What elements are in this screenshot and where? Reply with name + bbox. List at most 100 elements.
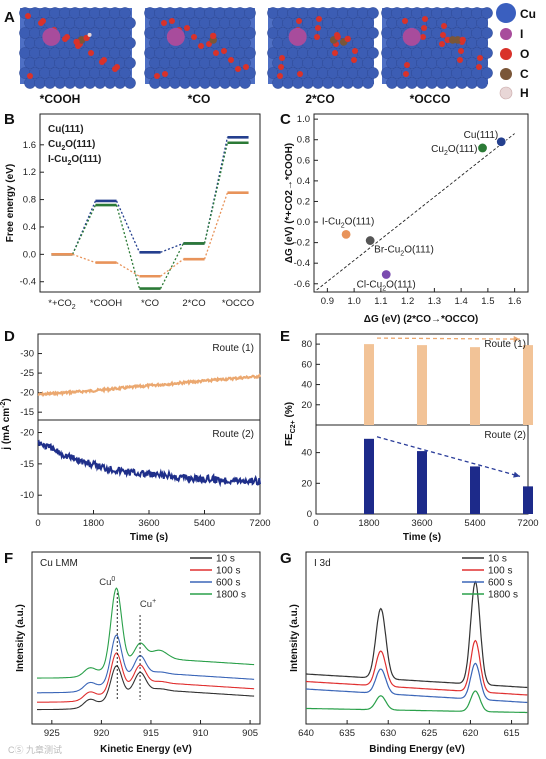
cu-atom: [461, 7, 473, 19]
cu-atom: [99, 67, 111, 79]
cu-atom: [24, 37, 36, 49]
cu-atom: [209, 17, 221, 29]
cu-atom: [109, 27, 121, 39]
y-axis-label-c: ΔG (eV) (*+CO2→*COOH): [284, 143, 295, 263]
cu-atom: [406, 17, 418, 29]
cu-atom: [229, 37, 241, 49]
cu-atom: [194, 47, 206, 59]
energy-connector: [203, 142, 229, 244]
cu-atom: [381, 7, 393, 19]
y-axis-label-b: Free energy (eV): [5, 164, 16, 242]
cu-atom: [381, 67, 393, 79]
cu-atom: [381, 27, 393, 39]
cu-atom: [426, 57, 438, 69]
cu-atom: [466, 77, 478, 89]
point-cu2o111: [477, 142, 488, 154]
o-atom: [221, 48, 227, 54]
cu-atom: [34, 77, 46, 89]
cu-atom: [239, 37, 251, 49]
cu-atom: [154, 27, 166, 39]
cu-atom: [74, 17, 86, 29]
cu-atom: [267, 27, 279, 39]
cu-atom: [436, 77, 448, 89]
legend-label-o: O: [520, 47, 529, 61]
spectrum-1800s: [306, 690, 528, 714]
i-atom: [42, 27, 61, 46]
cu-atom: [119, 27, 131, 39]
cu-atom: [401, 47, 413, 59]
x-tick-label-f: 925: [44, 728, 60, 739]
cu-atom: [104, 77, 116, 89]
cu-atom: [159, 57, 171, 69]
x-tick-label-f: 920: [93, 728, 109, 739]
energy-connector: [159, 243, 185, 289]
y-tick-label-d: -10: [20, 490, 34, 501]
o-atom: [439, 41, 445, 47]
cu-atom: [391, 7, 403, 19]
snapshot-labels: *COOH *CO 2*CO *OCCO: [40, 92, 451, 106]
cu-atom: [49, 47, 61, 59]
cu-atom: [74, 57, 86, 69]
o-atom: [422, 16, 428, 22]
y-tick-label-e: 80: [301, 339, 312, 350]
y-tick-label-e: 40: [301, 380, 312, 391]
o-atom: [101, 57, 107, 63]
cu-atom: [282, 17, 294, 29]
panel-title-g: I 3d: [314, 558, 331, 569]
cu-atom: [466, 57, 478, 69]
o-atom: [351, 57, 357, 63]
spectrum-600s: [37, 634, 255, 694]
watermark: CⓈ 九章测试: [8, 744, 62, 755]
cu-atom: [39, 7, 51, 19]
cu-atom: [94, 37, 106, 49]
y-tick-label-e: 20: [301, 400, 312, 411]
cu-atom: [461, 67, 473, 79]
cu-atom: [24, 77, 36, 89]
legend-label-cu: Cu: [520, 7, 536, 21]
cu-atom: [94, 17, 106, 29]
plot-frame-f: [31, 551, 261, 725]
legend-label-g: 600 s: [488, 578, 512, 589]
cu-atom: [224, 67, 236, 79]
cu-atom: [204, 7, 216, 19]
legend-dot-cu: [496, 3, 516, 23]
cu-atom: [174, 67, 186, 79]
cu-atom: [219, 17, 231, 29]
cu-atom: [229, 77, 241, 89]
o-atom: [198, 43, 204, 49]
o-atom: [421, 25, 427, 31]
cu-atom: [79, 67, 91, 79]
cu-atom: [239, 77, 251, 89]
h-atom: [87, 32, 92, 37]
cu-atom: [312, 77, 324, 89]
cu-atom: [327, 7, 339, 19]
cu-atom: [282, 77, 294, 89]
cu-atom: [214, 67, 226, 79]
cu-atom: [411, 47, 423, 59]
cu-atom: [144, 7, 156, 19]
i-atom: [402, 27, 421, 46]
x-tick-label-b: *OCCO: [222, 298, 254, 309]
axes-c: 0.9 1.0 1.1 1.2 1.3 1.4 1.5 1.6 -0.6 -0.4 -0.2 0.0 0…: [294, 114, 522, 307]
cu-atom: [69, 7, 81, 19]
o-atom: [162, 71, 168, 77]
cu-atom: [194, 7, 206, 19]
cu-atom: [357, 27, 369, 39]
cu-atom: [456, 77, 468, 89]
legend-label-f: 100 s: [216, 566, 240, 577]
cu-atom: [337, 47, 349, 59]
cu-atom: [149, 77, 161, 89]
cu-atom: [59, 47, 71, 59]
o-atom: [114, 64, 120, 70]
cu-atom: [431, 47, 443, 59]
cu-atom: [272, 37, 284, 49]
peak-label: Cu0: [99, 576, 115, 588]
cu-atom: [29, 47, 41, 59]
i-atom: [288, 27, 307, 46]
cu-atom: [144, 27, 156, 39]
panel-letter-c: C: [280, 111, 291, 128]
y-tick-label-d: -15: [20, 459, 34, 470]
o-atom: [404, 62, 410, 68]
trend-arrow-route-2: [376, 436, 521, 478]
panel-b: B -0.4 0.0 0.4 0.8 1.2 1.6 *+CO2 *COOH *CO 2*CO *O…: [4, 111, 261, 311]
